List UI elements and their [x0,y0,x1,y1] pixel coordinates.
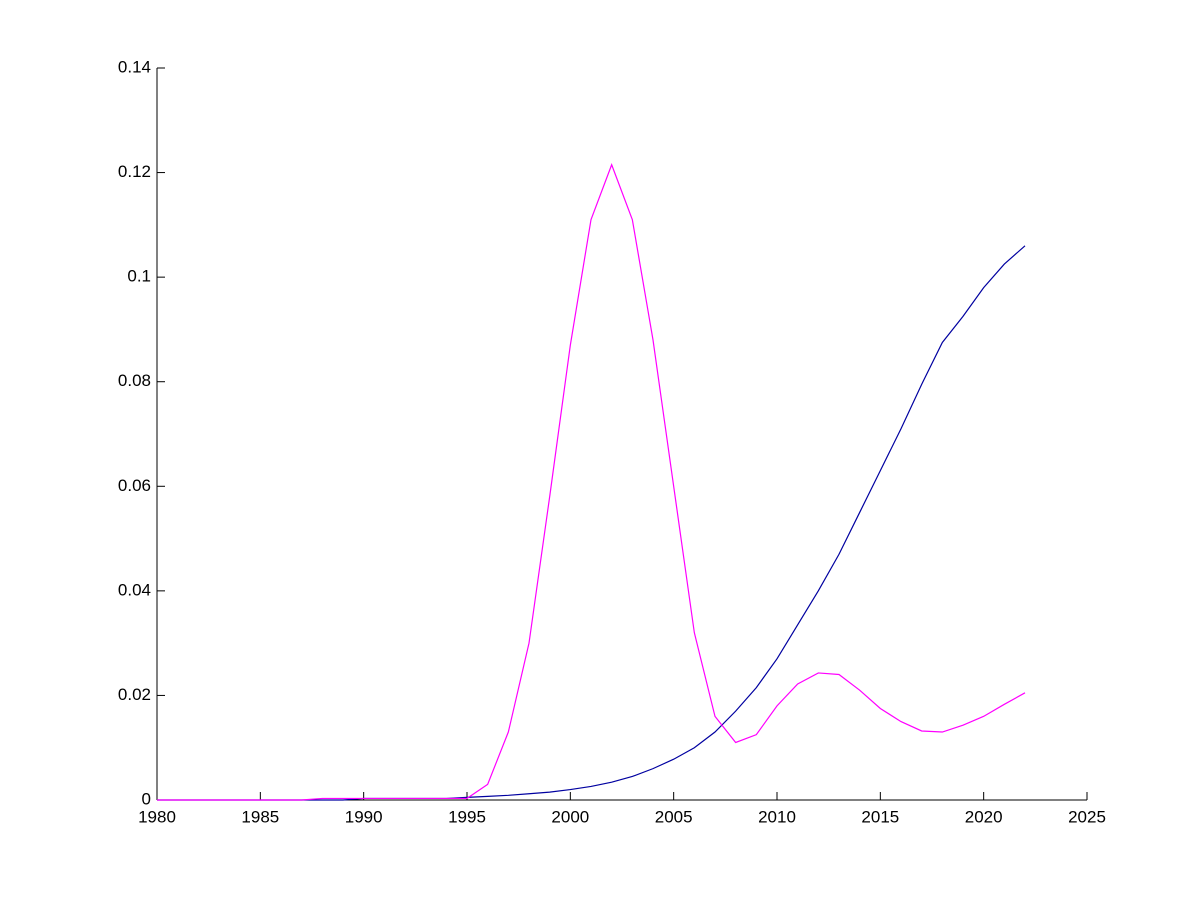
y-tick-label: 0 [142,789,151,808]
x-tick-label: 1995 [448,807,486,826]
y-tick-label: 0.08 [118,371,151,390]
y-tick-label: 0.1 [127,267,151,286]
y-tick-label: 0.12 [118,162,151,181]
x-tick-label: 2025 [1068,807,1106,826]
y-tick-label: 0.04 [118,580,151,599]
x-tick-label: 1980 [138,807,176,826]
x-tick-label: 2010 [758,807,796,826]
x-tick-label: 2020 [965,807,1003,826]
x-tick-label: 1985 [241,807,279,826]
series-line [157,163,1026,801]
y-tick-label: 0.14 [118,57,151,76]
x-tick-label: 1990 [345,807,383,826]
y-tick-label: 0.02 [118,685,151,704]
y-tick-label: 0.06 [118,476,151,495]
x-tick-label: 2015 [861,807,899,826]
x-tick-label: 2000 [551,807,589,826]
x-tick-label: 2005 [655,807,693,826]
